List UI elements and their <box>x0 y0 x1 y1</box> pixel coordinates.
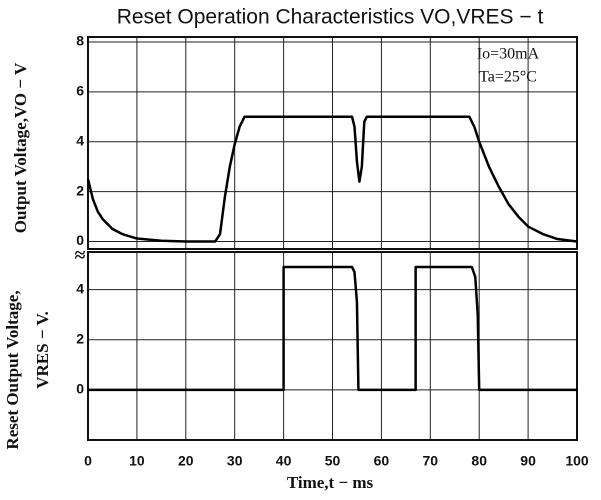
y-tick-label: 4 <box>76 132 84 148</box>
y-axis-label: Output Voltage,VO − V <box>11 62 30 233</box>
y-tick-label: 6 <box>76 83 84 99</box>
y-tick-label: 2 <box>76 182 84 198</box>
x-tick-label: 60 <box>374 453 390 469</box>
x-tick-label: 50 <box>325 453 341 469</box>
plot-frame <box>87 36 578 250</box>
y-tick-label: 0 <box>76 381 84 397</box>
x-tick-label: 80 <box>471 453 487 469</box>
chart-title: Reset Operation Characteristics VO,VRES … <box>117 6 544 29</box>
x-tick-label: 70 <box>423 453 439 469</box>
x-tick-label: 90 <box>520 453 536 469</box>
data-line <box>86 115 578 243</box>
annotation: Ta=25°C <box>479 69 537 86</box>
x-tick-label: 100 <box>565 453 589 469</box>
y-tick-label: 2 <box>76 330 84 346</box>
y-tick-label: 4 <box>76 280 84 296</box>
x-tick-label: 40 <box>276 453 292 469</box>
x-tick-label: 0 <box>84 453 92 469</box>
y-tick-label: 0 <box>76 232 84 248</box>
y-tick-label: 8 <box>76 33 84 49</box>
annotation: Io=30mA <box>477 46 540 63</box>
x-tick-label: 10 <box>129 453 145 469</box>
x-tick-label: 30 <box>227 453 243 469</box>
x-axis-label: Time,t − ms <box>287 473 374 492</box>
y-axis-label: VRES − V. <box>33 311 52 389</box>
data-line <box>88 265 577 392</box>
x-tick-label: 20 <box>178 453 194 469</box>
y-axis-label: Reset Output Voltage, <box>3 290 22 449</box>
plot-frame <box>87 251 578 441</box>
axis-break: ≈ <box>75 245 86 267</box>
